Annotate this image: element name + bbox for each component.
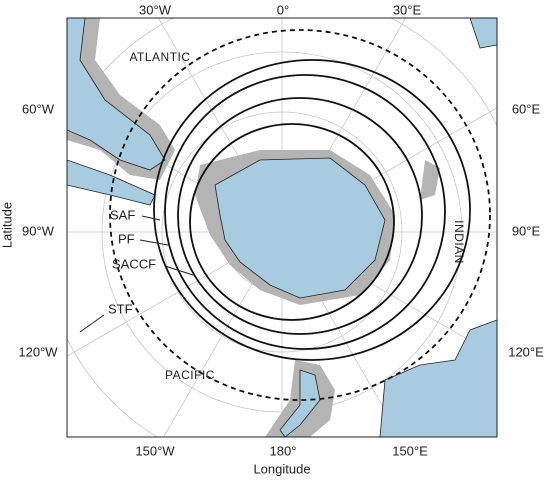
longitude-label: 30°W <box>139 2 172 17</box>
longitude-label: 90°W <box>22 223 55 238</box>
longitude-label: 180° <box>270 443 297 458</box>
new-zealand <box>279 369 321 437</box>
map-frame <box>66 17 498 438</box>
longitude-label: 90°E <box>512 223 541 238</box>
africa <box>469 18 497 49</box>
longitude-label: 120°E <box>508 344 544 359</box>
longitude-label: 30°E <box>393 2 422 17</box>
kerguelen <box>420 160 440 200</box>
saf-front-north <box>153 59 471 361</box>
south-america <box>67 18 166 171</box>
longitude-label: 60°W <box>22 101 55 116</box>
longitude-label: 60°E <box>512 101 541 116</box>
x-axis-label: Longitude <box>253 461 310 476</box>
arrow <box>141 215 161 221</box>
ocean-label: ATLANTIC <box>129 50 190 64</box>
saccf-front <box>189 123 395 321</box>
front-label: STF <box>108 301 133 316</box>
australia <box>379 319 497 437</box>
front-label: SAF <box>110 207 135 222</box>
antarctica <box>214 157 386 299</box>
front-label: SACCF <box>112 256 156 271</box>
ocean-label: PACIFIC <box>165 368 215 382</box>
arrow <box>139 239 169 246</box>
longitude-label: 0° <box>277 2 289 17</box>
longitude-label: 120°W <box>18 344 58 359</box>
y-axis-label: Latitude <box>0 202 14 248</box>
arrow <box>79 314 105 333</box>
front-label: PF <box>118 231 135 246</box>
saf-front <box>164 74 446 350</box>
pf-front <box>177 97 423 335</box>
ocean-label: INDIAN <box>452 220 466 264</box>
longitude-label: 150°E <box>392 443 428 458</box>
south-america-tip <box>67 159 156 206</box>
longitude-label: 150°W <box>135 443 175 458</box>
arrow <box>164 265 194 276</box>
stf-front <box>109 29 491 401</box>
